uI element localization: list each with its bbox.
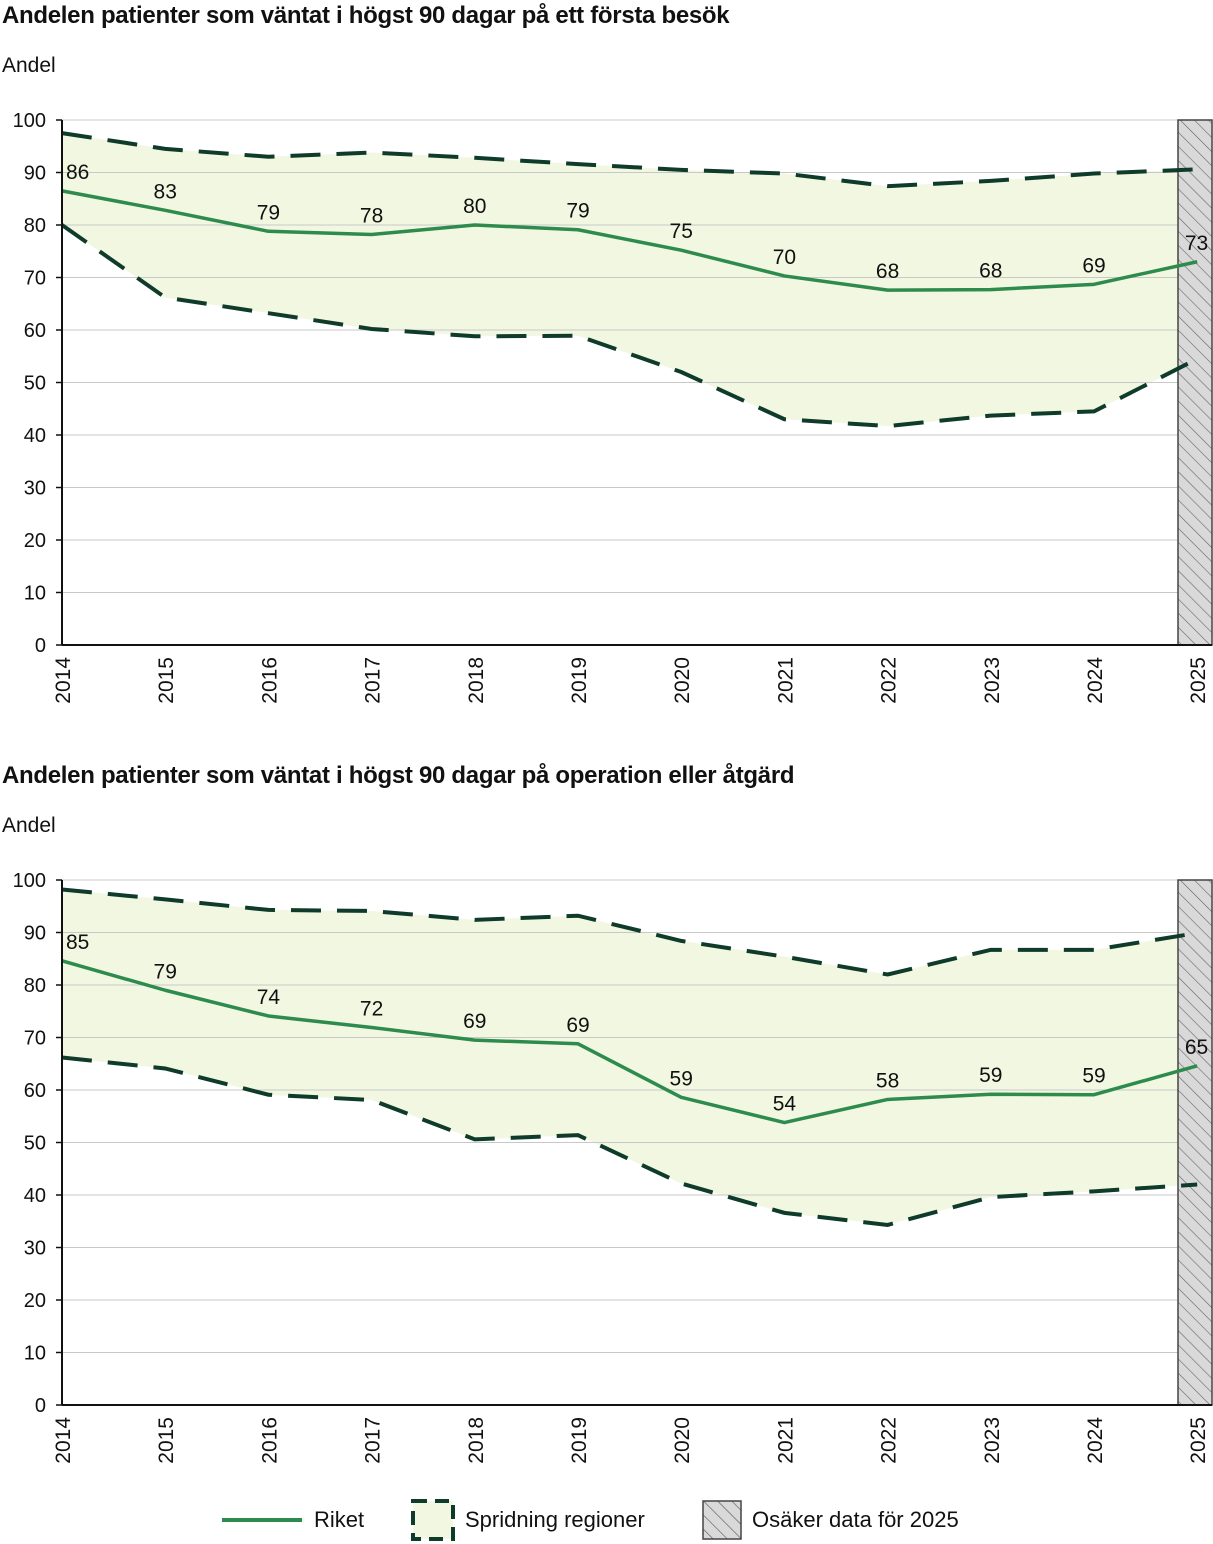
y-tick-label: 100 — [13, 870, 46, 892]
y-tick-label: 20 — [24, 530, 46, 552]
data-label: 73 — [1185, 232, 1208, 255]
x-tick-label: 2014 — [52, 657, 75, 704]
x-tick-label: 2021 — [774, 1417, 797, 1464]
x-tick-label: 2024 — [1084, 1417, 1107, 1464]
legend-riket-swatch — [222, 1518, 302, 1522]
x-tick-label: 2016 — [258, 657, 281, 704]
x-tick-label: 2021 — [774, 657, 797, 704]
data-label: 70 — [773, 246, 796, 269]
x-tick-label: 2020 — [671, 1417, 694, 1464]
y-tick-label: 50 — [24, 373, 46, 395]
y-tick-label: 40 — [24, 1185, 46, 1207]
x-tick-label: 2022 — [878, 1417, 901, 1464]
legend-spridning-label: Spridning regioner — [465, 1507, 645, 1532]
y-tick-label: 60 — [24, 1080, 46, 1102]
y-tick-label: 10 — [24, 583, 46, 605]
data-label: 69 — [1082, 254, 1105, 277]
uncertain-data-region — [1177, 879, 1213, 1406]
x-tick-label: 2015 — [155, 1417, 178, 1464]
legend-item-spridning: Spridning regioner — [411, 1496, 645, 1544]
data-label: 83 — [154, 180, 177, 203]
legend-osaker-swatch — [702, 1500, 742, 1540]
data-label: 85 — [66, 931, 89, 954]
x-tick-label: 2024 — [1084, 657, 1107, 704]
legend-riket-label: Riket — [314, 1507, 365, 1532]
y-tick-label: 90 — [24, 163, 46, 185]
y-tick-label: 30 — [24, 478, 46, 500]
x-tick-label: 2019 — [568, 1417, 591, 1464]
y-tick-label: 0 — [35, 1395, 46, 1417]
data-label: 75 — [670, 220, 693, 243]
spread-area — [62, 889, 1198, 1225]
y-tick-label: 40 — [24, 425, 46, 447]
x-tick-label: 2014 — [52, 1417, 75, 1464]
x-tick-label: 2017 — [362, 1417, 385, 1464]
data-label: 69 — [566, 1014, 589, 1037]
data-label: 65 — [1185, 1036, 1208, 1059]
x-tick-label: 2018 — [465, 657, 488, 704]
chart-2-plot: 0 10 20 30 40 50 60 70 80 90 100 85 79 74 72 69 69 59 54 58… — [13, 870, 1213, 1464]
legend-spridning-swatch — [411, 1499, 455, 1541]
x-tick-label: 2015 — [155, 657, 178, 704]
data-label: 68 — [979, 260, 1002, 283]
spread-lower-line — [60, 223, 1199, 429]
chart-1-title: Andelen patienter som väntat i högst 90 … — [2, 2, 730, 29]
data-label: 79 — [257, 201, 280, 224]
x-tick-label: 2017 — [362, 657, 385, 704]
y-tick-label: 10 — [24, 1343, 46, 1365]
data-label: 74 — [257, 986, 281, 1009]
data-label: 59 — [1082, 1065, 1105, 1088]
y-tick-label: 70 — [24, 268, 46, 290]
data-label: 58 — [876, 1069, 899, 1092]
data-label: 69 — [463, 1010, 486, 1033]
chart-2-title: Andelen patienter som väntat i högst 90 … — [2, 762, 795, 789]
data-label: 72 — [360, 998, 383, 1021]
x-tick-label: 2023 — [981, 657, 1004, 704]
y-tick-label: 50 — [24, 1133, 46, 1155]
data-label: 59 — [670, 1067, 693, 1090]
y-tick-label: 60 — [24, 320, 46, 342]
legend: Riket Spridning regioner Osäker data för… — [0, 1496, 1213, 1544]
riket-line — [61, 189, 1198, 292]
y-tick-label: 20 — [24, 1290, 46, 1312]
chart-1-y-axis-title: Andel — [2, 54, 56, 77]
x-tick-label: 2025 — [1187, 1417, 1210, 1464]
x-tick-label: 2016 — [258, 1417, 281, 1464]
legend-item-osaker: Osäker data för 2025 — [702, 1496, 959, 1544]
spread-lower-line — [61, 1055, 1198, 1227]
y-tick-label: 100 — [13, 110, 46, 132]
data-label: 86 — [66, 161, 89, 184]
spread-upper-line — [61, 887, 1198, 977]
data-label: 59 — [979, 1064, 1002, 1087]
y-tick-label: 90 — [24, 923, 46, 945]
riket-line — [61, 959, 1198, 1125]
y-tick-label: 80 — [24, 215, 46, 237]
data-label: 80 — [463, 195, 486, 218]
x-tick-label: 2025 — [1187, 657, 1210, 704]
x-tick-label: 2018 — [465, 1417, 488, 1464]
chart-2-y-axis-title: Andel — [2, 814, 56, 837]
y-tick-label: 30 — [24, 1238, 46, 1260]
y-tick-label: 0 — [35, 635, 46, 657]
uncertain-data-region — [1177, 119, 1213, 646]
x-tick-label: 2022 — [878, 657, 901, 704]
data-label: 79 — [566, 200, 589, 223]
chart-1-plot: 0 10 20 30 40 50 60 70 80 90 100 86 83 79 78 80 79 75 70 68… — [13, 110, 1213, 704]
legend-item-riket: Riket — [220, 1496, 364, 1544]
spread-upper-line — [61, 131, 1198, 189]
legend-osaker-label: Osäker data för 2025 — [752, 1507, 959, 1532]
y-tick-label: 70 — [24, 1028, 46, 1050]
data-label: 68 — [876, 260, 899, 283]
x-tick-label: 2019 — [568, 657, 591, 704]
data-label: 78 — [360, 204, 383, 227]
spread-area — [62, 133, 1198, 427]
x-tick-label: 2020 — [671, 657, 694, 704]
data-label: 79 — [154, 960, 177, 983]
y-tick-label: 80 — [24, 975, 46, 997]
data-label: 54 — [773, 1093, 797, 1116]
x-tick-label: 2023 — [981, 1417, 1004, 1464]
